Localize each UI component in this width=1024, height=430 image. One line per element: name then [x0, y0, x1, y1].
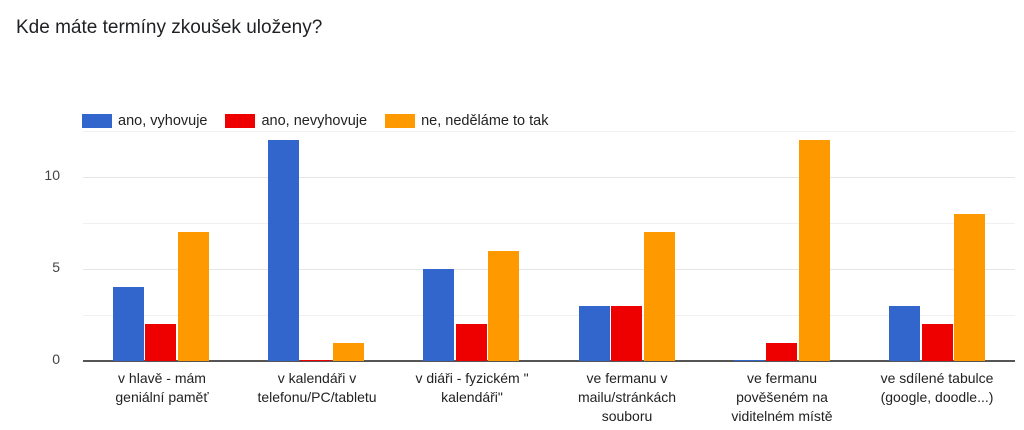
bar[interactable] — [145, 324, 177, 361]
legend-label: ne, neděláme to tak — [421, 113, 549, 129]
gridline — [83, 315, 1015, 316]
legend-swatch-red — [225, 114, 256, 128]
legend-item-ne-nedelame[interactable]: ne, neděláme to tak — [385, 113, 548, 129]
x-label: ve sdílené tabulce (google, doodle...) — [880, 370, 994, 405]
y-tick-0: 0 — [52, 351, 60, 367]
gridline — [83, 269, 1015, 270]
y-tick-5: 5 — [52, 259, 60, 275]
bar[interactable] — [643, 232, 675, 361]
x-label: v kalendáři v telefonu/PC/tabletu — [257, 370, 377, 405]
legend-label: ano, vyhovuje — [118, 113, 208, 129]
bar[interactable] — [578, 305, 610, 361]
chart-title: Kde máte termíny zkoušek uloženy? — [16, 17, 323, 38]
legend-label: ano, nevyhovuje — [261, 113, 368, 129]
bar[interactable] — [766, 342, 798, 361]
bar[interactable] — [733, 360, 765, 361]
legend-swatch-blue — [82, 114, 112, 128]
x-label: v hlavě - mám geniální paměť — [115, 370, 209, 405]
bar[interactable] — [921, 324, 953, 361]
y-tick-10: 10 — [44, 167, 60, 183]
legend-swatch-orange — [385, 114, 416, 128]
bar[interactable] — [267, 140, 299, 361]
bar[interactable] — [112, 287, 144, 361]
bar[interactable] — [455, 324, 487, 361]
bar[interactable] — [332, 342, 364, 361]
bar[interactable] — [611, 305, 643, 361]
bar[interactable] — [798, 140, 830, 361]
bar[interactable] — [889, 305, 921, 361]
bar[interactable] — [300, 360, 332, 361]
gridline — [83, 223, 1015, 224]
bar[interactable] — [177, 232, 209, 361]
bar[interactable] — [954, 213, 986, 361]
legend-item-ano-vyhovuje[interactable]: ano, vyhovuje — [82, 113, 207, 129]
plot-area — [83, 131, 1015, 362]
x-label: v diáři - fyzickém " kalendáři" — [415, 370, 529, 405]
gridline — [83, 131, 1015, 132]
bar[interactable] — [488, 250, 520, 361]
legend: ano, vyhovuje ano, nevyhovuje ne, nedělá… — [82, 113, 566, 129]
x-axis-baseline — [83, 360, 1015, 362]
gridline — [83, 177, 1015, 178]
x-label: ve fermanu pověšeném na viditelném místě — [731, 370, 833, 424]
legend-item-ano-nevyhovuje[interactable]: ano, nevyhovuje — [225, 113, 367, 129]
bar[interactable] — [423, 269, 455, 361]
x-label: ve fermanu v mailu/stránkách souboru — [577, 370, 677, 424]
